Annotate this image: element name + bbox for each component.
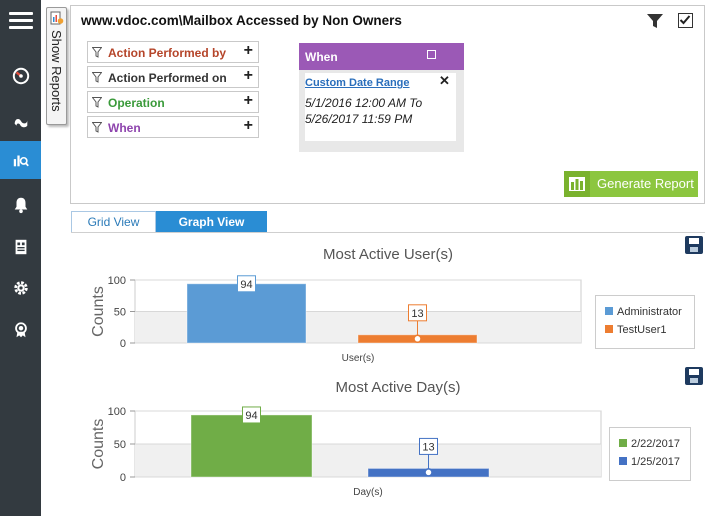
tab-divider (71, 232, 705, 233)
bar-chart-icon (564, 171, 590, 197)
tab-grid-view[interactable]: Grid View (71, 211, 156, 233)
funnel-icon (92, 47, 102, 58)
save-icon[interactable] (685, 367, 703, 385)
checkmark-icon (679, 15, 691, 25)
legend-label: TestUser1 (617, 324, 667, 336)
filter-action-performed-by[interactable]: Action Performed by + (87, 41, 259, 63)
data-point-marker (413, 334, 422, 344)
bar[interactable] (186, 283, 307, 344)
y-tick-label: 0 (120, 338, 126, 350)
show-reports-tab[interactable]: Show Reports (46, 7, 67, 125)
filter-label: When (108, 121, 141, 135)
legend-item: 2/22/2017 (619, 438, 680, 450)
data-point-marker (424, 468, 433, 477)
legend-item: 1/25/2017 (619, 456, 680, 468)
custom-date-range-link[interactable]: Custom Date Range (305, 77, 410, 89)
left-nav (0, 0, 41, 516)
y-tick-label: 50 (114, 307, 126, 319)
legend-swatch (605, 325, 613, 333)
data-label-box (237, 275, 256, 293)
when-filter-card: When Custom Date Range ✕ 5/1/2016 12:00 … (299, 43, 464, 152)
filter-when[interactable]: When + (87, 116, 259, 138)
funnel-icon (92, 97, 102, 108)
tab-graph-view[interactable]: Graph View (156, 211, 267, 233)
add-icon[interactable]: + (243, 42, 253, 59)
data-label: 94 (240, 279, 252, 291)
data-label-box (242, 406, 261, 424)
legend-item: TestUser1 (605, 324, 667, 336)
legend-swatch (619, 439, 627, 447)
analytics-icon[interactable] (0, 103, 41, 141)
generate-report-button[interactable]: Generate Report (564, 171, 698, 197)
filter-action-performed-on[interactable]: Action Performed on + (87, 66, 259, 88)
most-active-days-chart: Most Active Day(s) 0 50 100 Counts Day(s) 94 13… (71, 367, 705, 507)
filter-panel: www.vdoc.com\Mailbox Accessed by Non Own… (70, 5, 705, 204)
show-reports-label: Show Reports (49, 30, 64, 112)
add-icon[interactable]: + (243, 67, 253, 84)
documents-icon[interactable] (0, 228, 41, 266)
y-tick-label: 100 (108, 406, 126, 418)
users-chart-legend: Administrator TestUser1 (595, 295, 695, 349)
filter-operation[interactable]: Operation + (87, 91, 259, 113)
when-card-header: When (299, 43, 464, 70)
x-axis-label: Day(s) (353, 487, 382, 498)
collapse-icon[interactable] (427, 50, 436, 59)
license-icon[interactable] (0, 311, 41, 349)
alerts-icon[interactable] (0, 186, 41, 224)
y-tick-label: 100 (108, 275, 126, 287)
data-label: 13 (411, 308, 423, 320)
funnel-icon (92, 72, 102, 83)
close-icon[interactable]: ✕ (439, 73, 450, 88)
legend-label: Administrator (617, 306, 682, 318)
save-icon[interactable] (685, 236, 703, 254)
hamburger-menu-icon[interactable] (0, 0, 41, 40)
add-icon[interactable]: + (243, 117, 253, 134)
select-checkbox[interactable] (678, 13, 693, 28)
report-icon (50, 11, 64, 25)
legend-label: 1/25/2017 (631, 456, 680, 468)
y-axis-label: Counts (90, 419, 107, 470)
generate-report-label: Generate Report (597, 176, 694, 191)
y-axis-label: Counts (90, 286, 107, 337)
y-tick-label: 0 (120, 472, 126, 484)
data-label-box (419, 437, 438, 455)
data-label: 13 (422, 441, 434, 453)
legend-swatch (619, 457, 627, 465)
legend-label: 2/22/2017 (631, 438, 680, 450)
dashboard-icon[interactable] (0, 57, 41, 95)
legend-swatch (605, 307, 613, 315)
bar[interactable] (190, 414, 313, 478)
most-active-users-chart: Most Active User(s) 0 50 100 Counts User(s) 94… (71, 234, 705, 364)
chart-title: Most Active Day(s) (335, 379, 460, 396)
when-card-body: Custom Date Range ✕ 5/1/2016 12:00 AM To… (305, 73, 456, 141)
date-range-value: 5/1/2016 12:00 AM To 5/26/2017 11:59 PM (305, 96, 423, 126)
legend-item: Administrator (605, 306, 682, 318)
filter-icon[interactable] (647, 13, 663, 29)
y-tick-label: 50 (114, 439, 126, 451)
funnel-icon (92, 122, 102, 133)
when-card-title: When (305, 50, 338, 64)
reports-icon[interactable] (0, 141, 41, 179)
chart-title: Most Active User(s) (323, 246, 453, 263)
x-axis-label: User(s) (342, 353, 375, 364)
page-title: www.vdoc.com\Mailbox Accessed by Non Own… (81, 13, 402, 28)
days-chart-legend: 2/22/2017 1/25/2017 (609, 427, 691, 481)
filter-label: Operation (108, 96, 165, 110)
data-label: 94 (245, 410, 257, 422)
filter-label: Action Performed on (108, 71, 227, 85)
add-icon[interactable]: + (243, 92, 253, 109)
settings-icon[interactable] (0, 269, 41, 307)
data-label-box (408, 304, 427, 322)
filter-label: Action Performed by (108, 46, 227, 60)
